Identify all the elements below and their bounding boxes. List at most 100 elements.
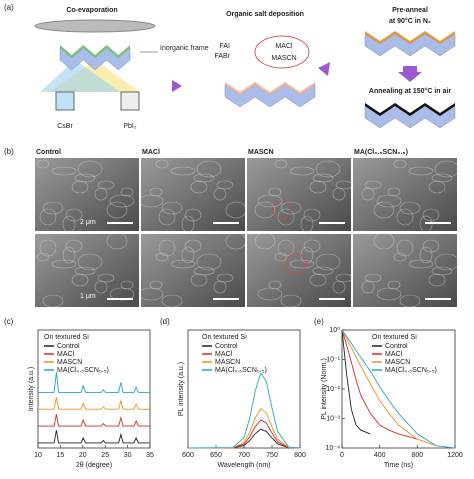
texture (158, 239, 176, 257)
texture (196, 160, 222, 178)
x-axis-title: Time (ns) (384, 462, 413, 469)
film (364, 33, 456, 57)
legend-label: MA(Cl₀.₅SCN₀.₅) (215, 367, 267, 374)
y-axis-title: PL intensity (Norm.) (321, 358, 328, 420)
texture (280, 201, 302, 215)
plot-frame (37, 329, 151, 449)
texture (109, 194, 135, 208)
texture (300, 246, 314, 264)
texture (181, 215, 195, 233)
panel-label: (c) (4, 317, 14, 326)
texture (387, 280, 401, 290)
column-label: MA(Cl₀.₅SCN₀.₅) (354, 149, 408, 156)
series-line (341, 329, 418, 440)
series-line (38, 372, 150, 393)
texture (190, 273, 208, 287)
film (59, 47, 131, 71)
legend-label: MA(Cl₀.₅SCN₀.₅) (385, 367, 437, 374)
x-tick-label: 650 (210, 452, 222, 459)
x-axis-title: 2θ (degree) (76, 462, 112, 469)
x-tick-label: 600 (182, 452, 194, 459)
texture (42, 294, 64, 308)
x-tick-label: 20 (79, 452, 87, 459)
texture (335, 180, 353, 190)
texture (373, 232, 395, 250)
texture (315, 160, 341, 178)
x-tick-label: 400 (374, 452, 386, 459)
texture (51, 166, 77, 176)
series-line (341, 329, 456, 449)
film-top (225, 82, 315, 95)
texture (274, 159, 288, 169)
texture (36, 159, 50, 169)
y-tick-label: 10⁻⁴ (326, 445, 341, 452)
texture (71, 273, 89, 287)
texture (408, 166, 434, 176)
texture (39, 239, 57, 257)
texture (193, 266, 215, 276)
source-label: PbI₂ (123, 123, 137, 130)
series-line (341, 329, 437, 447)
texture (431, 266, 453, 276)
texture (77, 160, 103, 178)
texture (312, 173, 334, 183)
texture (399, 201, 421, 215)
texture (289, 166, 315, 176)
texture (257, 287, 283, 301)
texture (97, 180, 115, 190)
texture (36, 252, 50, 262)
x-tick-label: 0 (340, 452, 344, 459)
bubble (254, 35, 310, 69)
texture (149, 280, 163, 290)
texture (181, 246, 195, 264)
arrow (398, 66, 422, 82)
x-tick-label: 30 (124, 452, 132, 459)
texture (155, 159, 169, 169)
texture (387, 187, 401, 197)
texture (62, 215, 76, 233)
texture (373, 201, 395, 219)
legend-label: Control (215, 343, 238, 350)
texture (216, 180, 234, 190)
texture (376, 287, 402, 301)
texture (268, 280, 282, 290)
legend-label: MA(Cl₀.₅SCN₀.₅) (57, 367, 109, 374)
texture (97, 273, 115, 283)
column-label: MACl (142, 149, 160, 156)
legend-label: MACl (385, 351, 403, 358)
texture (309, 273, 327, 287)
series-line (38, 397, 150, 410)
sem-image (353, 234, 457, 307)
y-tick-label: 10⁻¹ (326, 356, 340, 363)
x-tick-label: 700 (238, 452, 250, 459)
texture (257, 194, 283, 208)
step-title: at 90°C in N₂ (389, 17, 431, 25)
callout: Inorganic frame (160, 45, 209, 52)
texture (158, 208, 176, 226)
texture (434, 253, 460, 271)
texture (62, 246, 76, 264)
y-axis-title: Intensity (a.u.) (28, 367, 35, 411)
legend-label: MASCN (57, 359, 82, 366)
step-title: Organic salt deposition (226, 11, 304, 18)
texture (161, 294, 183, 308)
step-title: Annealing at 150°C in air (369, 87, 451, 95)
texture (74, 173, 96, 183)
crucible (55, 91, 75, 111)
texture (170, 166, 196, 176)
scale-bar (213, 298, 239, 300)
x-axis-title: Wavelength (nm) (217, 462, 270, 469)
texture (428, 273, 446, 287)
texture (106, 201, 128, 219)
sem-image (247, 158, 351, 231)
sem-image (353, 158, 457, 231)
texture (149, 187, 163, 197)
scale-bar (107, 298, 133, 300)
y-tick-label: 10⁻³ (326, 415, 340, 422)
holder (34, 19, 156, 33)
texture (268, 187, 282, 197)
legend-label: MACl (57, 351, 75, 358)
x-tick-label: 25 (101, 452, 109, 459)
texture (254, 232, 276, 250)
